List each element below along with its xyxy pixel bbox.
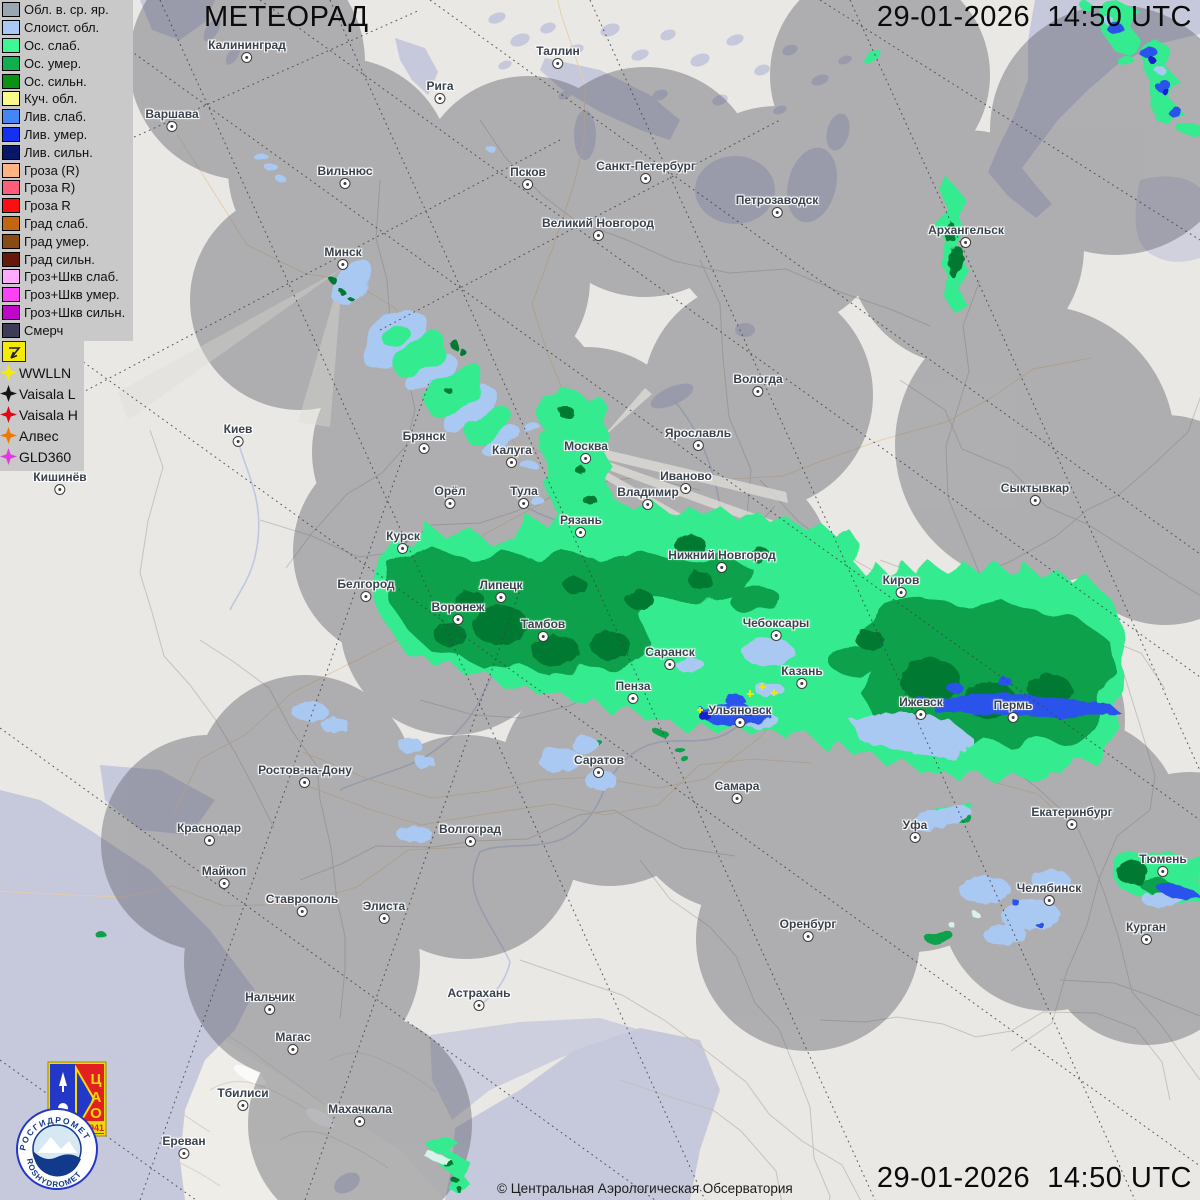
network-legend-item: Vaisala H [0, 404, 84, 425]
cao-letter: О [90, 1105, 102, 1122]
network-label: WWLLN [19, 364, 72, 381]
legend-panel: Обл. в. ср. яр. Слоист. обл. Ос. слаб. Ос. … [0, 0, 133, 342]
lightning-marker-icon [0, 427, 17, 444]
precip-shower-heavy [699, 57, 1170, 721]
legend-item: Гроз+Шкв умер. [0, 286, 133, 304]
legend-swatch [2, 233, 20, 249]
legend-swatch [2, 73, 20, 89]
legend-label: Град умер. [24, 233, 90, 249]
precip-bright-cores [424, 911, 979, 1166]
timestamp-bottom: 29-01-2026 14:50 UTC [876, 1162, 1192, 1194]
legend-label: Куч. обл. [24, 91, 78, 107]
legend-swatch [2, 20, 20, 36]
legend-item: Обл. в. ср. яр. [0, 1, 133, 19]
legend-label: Смерч [24, 322, 64, 338]
legend-label: Гроз+Шкв сильн. [24, 304, 126, 320]
legend-label: Гроза R) [24, 180, 76, 196]
legend-item: Ос. слаб. [0, 37, 133, 55]
legend-swatch [2, 269, 20, 285]
legend-label: Гроз+Шкв слаб. [24, 269, 119, 285]
legend-item: Гроза (R) [0, 161, 133, 179]
legend-swatch [2, 251, 20, 267]
network-legend-item: Vaisala L [0, 383, 84, 404]
legend-swatch [2, 304, 20, 320]
cao-letter: Ц [91, 1071, 102, 1088]
legend-label: Ос. умер. [24, 55, 82, 71]
timestamp-top: 29-01-2026 14:50 UTC [876, 1, 1192, 33]
roshydromet-seal: РОСГИДРОМЕТ ROSHYDROMET [16, 1108, 98, 1190]
precip-rain-heavy [329, 222, 1148, 1193]
legend-swatch [2, 322, 20, 338]
legend-item: Ос. умер. [0, 54, 133, 72]
legend-swatch [2, 2, 20, 18]
legend-item: Лив. слаб. [0, 108, 133, 126]
page-title: МЕТЕОРАД [204, 1, 369, 33]
network-label: Алвес [19, 427, 59, 444]
legend-item: Град сильн. [0, 250, 133, 268]
legend-item: Лив. сильн. [0, 143, 133, 161]
region-borders [139, 119, 1200, 1200]
legend-item: Смерч [0, 321, 133, 339]
legend-item: Гроза R [0, 197, 133, 215]
legend-label: Лив. умер. [24, 126, 88, 142]
legend-item: Гроза R) [0, 179, 133, 197]
legend-label: Гроза R [24, 198, 71, 214]
tornado-track-icon [2, 341, 26, 362]
legend-label: Лив. слаб. [24, 109, 87, 125]
rocket-icon [59, 1072, 67, 1086]
legend-item: Град умер. [0, 232, 133, 250]
network-legend-item: GLD360 [0, 446, 84, 467]
legend-label: Град сильн. [24, 251, 95, 267]
cao-letter: А [91, 1089, 102, 1106]
legend-swatch [2, 55, 20, 71]
copyright-note: © Центральная Аэрологическая Обсерватори… [497, 1181, 793, 1196]
precip-stratus-pools [292, 16, 1182, 945]
lightning-marker-icon [0, 364, 17, 381]
legend-swatch [2, 162, 20, 178]
legend-swatch [2, 109, 20, 125]
legend-swatch [2, 91, 20, 107]
legend-item: Ос. сильн. [0, 72, 133, 90]
lightning-strike-marks [697, 683, 778, 713]
legend-swatch [2, 287, 20, 303]
cao-year: 1941 [84, 1123, 104, 1133]
legend-item: Град слаб. [0, 215, 133, 233]
precip-shower [568, 22, 1200, 928]
network-legend-item: WWLLN [0, 362, 84, 383]
legend-swatch [2, 37, 20, 53]
lightning-marker-icon [0, 406, 17, 423]
legend-swatch [2, 215, 20, 231]
legend-swatch [2, 198, 20, 214]
lightning-marker-icon [0, 385, 17, 402]
legend-swatch [2, 144, 20, 160]
network-label: Vaisala H [19, 406, 78, 423]
legend-label: Гроза (R) [24, 162, 80, 178]
legend-label: Слоист. обл. [24, 20, 100, 36]
legend-swatch [2, 180, 20, 196]
legend-swatch [2, 126, 20, 142]
legend-item: Лив. умер. [0, 126, 133, 144]
network-label: GLD360 [19, 448, 72, 465]
lightning-legend-panel: WWLLN Vaisala L Vaisala H Алвес GLD360 [0, 339, 84, 471]
legend-label: Обл. в. ср. яр. [24, 2, 109, 18]
legend-label: Град слаб. [24, 215, 89, 231]
legend-item: Гроз+Шкв сильн. [0, 304, 133, 322]
legend-label: Гроз+Шкв умер. [24, 287, 120, 303]
legend-label: Ос. слаб. [24, 37, 81, 53]
legend-label: Ос. сильн. [24, 73, 87, 89]
legend-item: Слоист. обл. [0, 19, 133, 37]
lightning-marker-icon [0, 448, 17, 465]
legend-label: Лив. сильн. [24, 144, 93, 160]
network-label: Vaisala L [19, 385, 76, 402]
legend-item: Гроз+Шкв слаб. [0, 268, 133, 286]
legend-item: Куч. обл. [0, 90, 133, 108]
finland-lakes [488, 12, 852, 115]
network-legend-item: Алвес [0, 425, 84, 446]
